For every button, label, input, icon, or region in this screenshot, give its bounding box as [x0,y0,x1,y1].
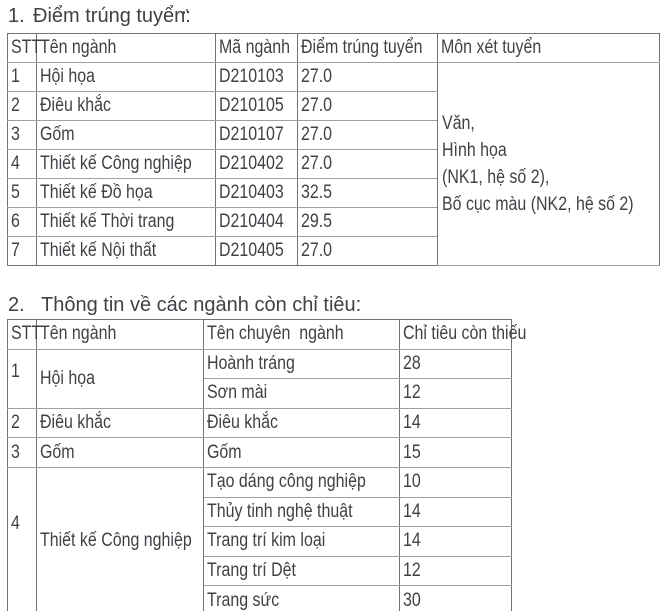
cell-ma-nganh: D210404 [215,207,298,237]
table-header-row: STT Tên ngành Tên chuyên ngành Chỉ tiêu … [7,319,526,350]
cell-ten-nganh: Gốm [36,437,204,468]
section-2-title: Thông tin về các ngành còn chỉ tiêu: [41,294,362,316]
cell-ten-nganh: Điêu khắc [36,91,216,121]
col-header-mon-xet-tuyen: Môn xét tuyển [437,33,660,63]
cell-ten-nganh: Thiết kế Nội thất [36,236,216,266]
cell-chi-tieu: 12 [399,378,512,409]
cell-stt: 3 [7,120,37,150]
table-row: 6 Thiết kế Thời trang D210404 29.5 [7,207,660,237]
section-2-heading: 2. Thông tin về các ngành còn chỉ tiêu: [8,294,361,317]
col-header-ma-nganh: Mã ngành [215,33,298,63]
cell-chi-tieu: 12 [399,555,512,587]
cell-ten-nganh: Thiết kế Công nghiệp [36,466,204,611]
cell-ten-nganh: Hội họa [36,348,204,409]
cell-ten-chuyen-nganh: Tạo dáng công nghiệp [203,466,400,498]
cell-diem: 29.5 [297,207,438,237]
cell-chi-tieu: 15 [399,437,512,468]
table-row: 4 Thiết kế Công nghiệp Tạo dáng công ngh… [7,466,512,611]
cell-ma-nganh: D210105 [215,91,298,121]
cell-ma-nganh: D210103 [215,62,298,92]
cell-ten-chuyen-nganh: Trang sức [203,585,400,611]
cell-chi-tieu: 14 [399,407,512,439]
section-1-number: 1. [8,5,25,27]
table-row: 5 Thiết kế Đồ họa D210403 32.5 [7,178,660,208]
cell-ma-nganh: D210405 [215,236,298,266]
cell-chi-tieu: 14 [399,526,512,557]
cell-ten-nganh: Thiết kế Thời trang [36,207,216,237]
cropped-text-artifact [183,11,185,14]
col-header-ten-nganh: Tên ngành [36,33,216,63]
col-header-chi-tieu-con-thieu: Chỉ tiêu còn thiếu [399,319,526,350]
table-row: 7 Thiết kế Nội thất D210405 27.0 [7,236,660,266]
cell-diem: 27.0 [297,91,438,121]
cell-stt: 4 [7,466,37,611]
cell-diem: 27.0 [297,149,438,179]
table-row: Trang sức 30 [8,585,512,611]
cell-stt: 6 [7,207,37,237]
admission-scores-table: STT Tên ngành Mã ngành Điểm trúng tuyển … [7,33,660,266]
cell-ten-chuyen-nganh: Điêu khắc [203,407,400,439]
mon-line: Hình họa [442,140,507,161]
table-row: 3 Gốm Gốm 15 [7,437,512,468]
cell-ten-nganh: Hội họa [36,62,216,92]
remaining-quota-table: STT Tên ngành Tên chuyên ngành Chỉ tiêu … [7,319,526,611]
table-row: 1 Hội họa D210103 27.0 Văn, Hình họa (NK… [7,62,660,266]
cell-stt: 4 [7,149,37,179]
table-row: 2 Điêu khắc Điêu khắc 14 [7,407,512,439]
cell-stt: 1 [7,348,37,409]
col-header-ten-nganh: Tên ngành [36,319,204,350]
cell-chi-tieu: 14 [399,496,512,528]
table-row: 2 Điêu khắc D210105 27.0 [7,91,660,121]
cell-ten-chuyen-nganh: Gốm [203,437,400,468]
cell-ten-chuyen-nganh: Trang trí kim loại [203,526,400,557]
mon-line: Văn, [442,113,475,134]
cell-ten-nganh: Thiết kế Đồ họa [36,178,216,208]
cell-ten-chuyen-nganh: Trang trí Dệt [203,555,400,587]
cell-ten-nganh: Điêu khắc [36,407,204,439]
cell-chi-tieu: 30 [399,585,512,611]
cell-ma-nganh: D210403 [215,178,298,208]
cell-diem: 32.5 [297,178,438,208]
col-header-stt: STT [7,319,41,350]
cell-diem: 27.0 [297,62,438,92]
cell-ten-nganh: Thiết kế Công nghiệp [36,149,216,179]
cell-chi-tieu: 10 [399,466,512,498]
cell-stt: 3 [7,437,37,468]
col-header-stt: STT [7,33,41,63]
table-row: 4 Thiết kế Công nghiệp D210402 27.0 [7,149,660,179]
cropped-text-artifact [186,9,188,11]
section-2-number: 2. [8,294,25,316]
cell-mon-xet-tuyen: Văn, Hình họa (NK1, hệ số 2), Bố cục màu… [437,62,660,266]
cell-ma-nganh: D210402 [215,149,298,179]
section-1-heading: 1. Điểm trúng tuyển: [8,5,191,28]
cell-stt: 5 [7,178,37,208]
cell-chi-tieu: 28 [399,348,512,380]
section-1-title: Điểm trúng tuyển: [33,5,191,27]
cell-stt: 2 [7,407,37,439]
mon-line: Bố cục màu (NK2, hệ số 2) [442,194,634,215]
cell-ma-nganh: D210107 [215,120,298,150]
table-header-row: STT Tên ngành Mã ngành Điểm trúng tuyển … [7,33,660,63]
cell-ten-chuyen-nganh: Hoành tráng [203,348,400,380]
cell-diem: 27.0 [297,120,438,150]
cell-ten-chuyen-nganh: Sơn mài [203,378,400,409]
cell-stt: 1 [7,62,37,92]
cell-stt: 7 [7,236,37,266]
cell-ten-chuyen-nganh: Thủy tinh nghệ thuật [203,496,400,528]
table-row: Trang trí Dệt 12 [8,555,512,587]
col-header-diem-trung-tuyen: Điểm trúng tuyển [297,33,438,63]
cell-ten-nganh: Gốm [36,120,216,150]
mon-line: (NK1, hệ số 2), [442,167,550,188]
table-row: Thủy tinh nghệ thuật 14 [8,496,512,528]
cell-diem: 27.0 [297,236,438,266]
col-header-ten-chuyen-nganh: Tên chuyên ngành [203,319,400,350]
table-row: 1 Hội họa Hoành tráng 28 [7,348,512,409]
cell-stt: 2 [7,91,37,121]
